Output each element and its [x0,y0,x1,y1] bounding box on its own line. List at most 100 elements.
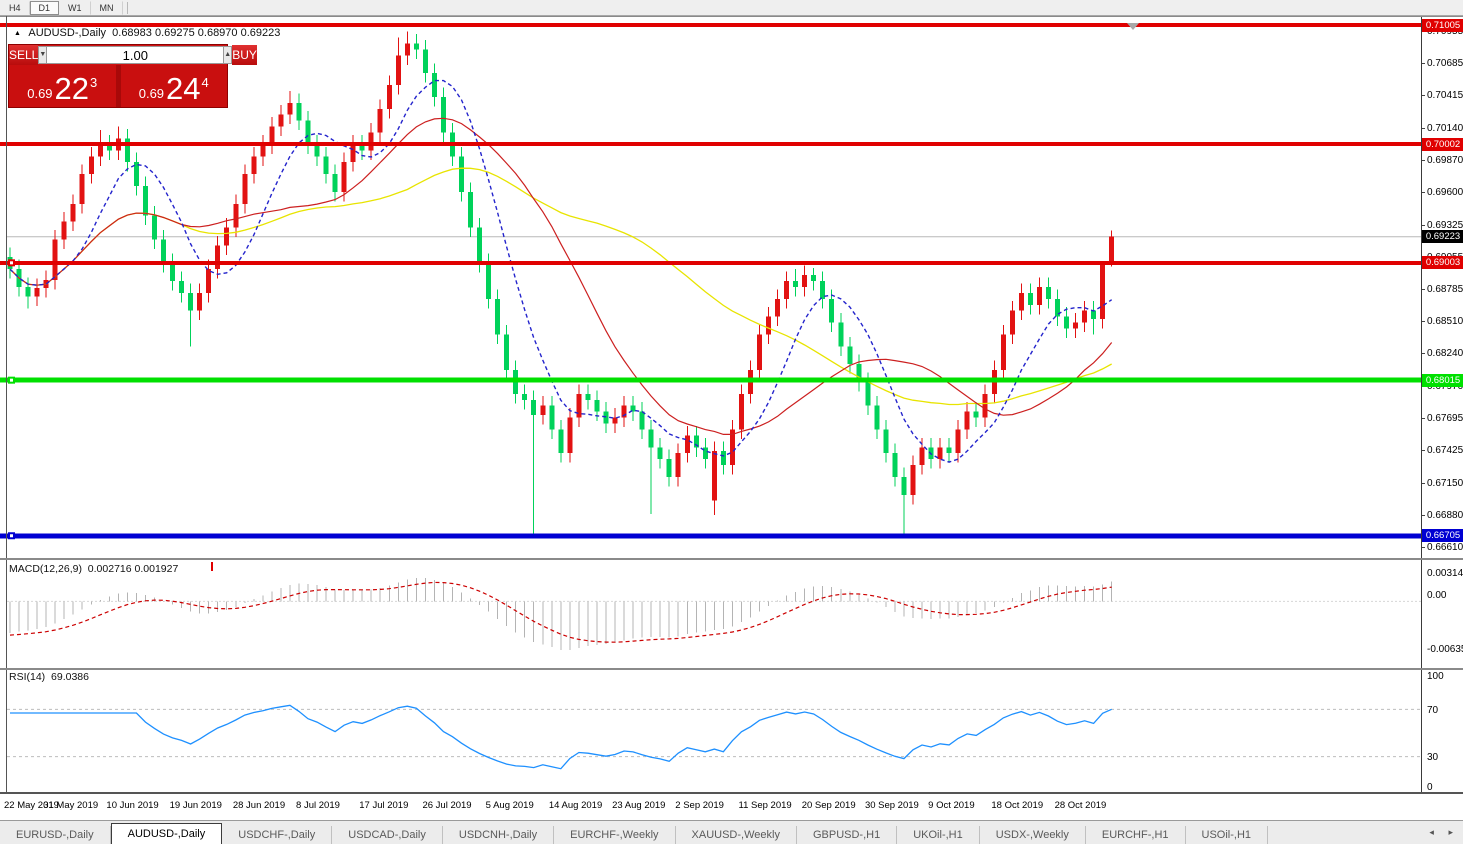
candle-body [756,334,762,371]
buy-price-display[interactable]: 0.69 24 4 [120,65,227,107]
candle-body [1018,292,1024,311]
symbol-tab[interactable]: USDX-,Weekly [980,826,1086,844]
candle-body [142,185,148,216]
candle-body [1073,322,1079,329]
timeframe-button-h4[interactable]: H4 [0,0,30,15]
buy-price-pips: 24 [166,71,201,106]
chart-shift-marker-icon [1127,23,1139,30]
date-label: 30 Sep 2019 [864,800,919,811]
macd-rsi-separator[interactable] [0,668,1463,670]
candle-body [431,73,437,97]
sell-button[interactable]: SELL [9,45,39,65]
price-tick [1422,127,1425,129]
candle-body [684,435,690,454]
candle-body [332,174,338,192]
timeframe-button-d1[interactable]: D1 [29,0,60,15]
macd-label: MACD(12,26,9) 0.002716 0.001927 [9,563,178,575]
candle-body [1109,236,1115,266]
candle-body [639,411,645,430]
date-label: 28 Jun 2019 [232,800,286,811]
symbol-tab[interactable]: USDCAD-,Daily [332,826,443,844]
candle-body [802,275,808,287]
buy-button[interactable]: BUY [232,45,257,65]
candle-body [251,156,257,175]
candle-body [711,450,717,501]
chart-expand-icon[interactable]: ▲ [14,30,21,37]
candle-body [233,203,239,228]
candle-body [206,269,212,293]
price-tick-label: 0.67150 [1427,477,1463,489]
ma-mid-line [9,117,1113,435]
date-label: 28 Oct 2019 [1054,800,1107,811]
date-label: 18 Oct 2019 [991,800,1044,811]
price-badge: 0.69223 [1422,230,1463,244]
trade-panel-price-row: 0.69 22 3 0.69 24 4 [9,65,227,107]
chart-top-border [0,16,1463,17]
date-label: 5 Aug 2019 [485,800,534,811]
symbol-tab[interactable]: UKOil-,H1 [897,826,980,844]
symbol-tab[interactable]: EURUSD-,Daily [0,826,111,844]
candle-body [874,405,880,430]
macd-axis-label: 0.00 [1427,590,1447,601]
candle-body [468,191,474,228]
candle-body [1100,264,1106,320]
candle-body [269,126,275,145]
candle-body [937,447,943,460]
candle-body [982,393,988,418]
sell-price-display[interactable]: 0.69 22 3 [9,65,116,107]
symbol-tab[interactable]: USDCNH-,Daily [443,826,555,844]
tab-scroll-left-icon[interactable]: ◂ [1429,827,1434,837]
tab-scroll-right-icon[interactable]: ▸ [1448,827,1453,837]
candle-body [612,417,618,424]
price-axis[interactable]: 0.709550.706850.704150.701400.698700.696… [1421,16,1463,794]
candle-body [702,447,708,460]
price-tick [1422,482,1425,484]
volume-increase-button[interactable]: ▲ [223,46,233,64]
rsi-axis-label: 0 [1427,782,1433,793]
date-label: 2 Sep 2019 [675,800,724,811]
candle-body [603,411,609,424]
volume-decrease-button[interactable]: ▼ [38,46,48,64]
chart-plot-area[interactable] [0,0,1421,800]
candle-body [892,453,898,477]
timeframe-button-mn[interactable]: MN [91,0,123,15]
price-tick [1422,191,1425,193]
candle-body [323,156,329,175]
price-tick [1422,547,1425,549]
symbol-tab[interactable]: EURCHF-,Weekly [554,826,676,844]
symbol-tab[interactable]: XAUUSD-,Weekly [676,826,797,844]
main-macd-separator[interactable] [0,558,1463,560]
symbol-tab[interactable]: USOil-,H1 [1186,826,1269,844]
candle-body [1027,292,1033,305]
candle-body [585,393,591,400]
price-badge: 0.68015 [1422,373,1463,387]
candle-body [495,298,501,335]
candle-body [224,227,230,246]
candle-body [197,292,203,311]
symbol-tab[interactable]: USDCHF-,Daily [222,826,333,844]
price-divider [115,65,121,107]
candle-body [558,429,564,454]
date-label: 14 Aug 2019 [548,800,603,811]
sell-price-base: 0.69 [27,86,53,101]
price-tick [1422,224,1425,226]
symbol-tab[interactable]: GBPUSD-,H1 [797,826,898,844]
symbol-tab-active[interactable]: AUDUSD-,Daily [110,823,223,844]
candle-body [549,405,555,430]
candle-body [305,120,311,145]
candle-body [729,429,735,466]
candle-body [1054,298,1060,317]
macd-values: 0.002716 0.001927 [87,563,179,575]
timeframe-button-w1[interactable]: W1 [59,0,91,15]
trade-panel-top-row: SELL ▼ ▲ BUY [9,45,257,65]
price-tick-label: 0.69870 [1427,154,1463,166]
volume-input[interactable] [47,46,224,64]
price-tick [1422,95,1425,97]
candle-body [504,334,510,371]
date-axis[interactable]: 22 May 2019 31 May 2019 10 Jun 2019 19 Jun … [0,794,1421,819]
date-label: 19 Jun 2019 [169,800,222,811]
symbol-tab[interactable]: EURCHF-,H1 [1086,826,1186,844]
ma-slow-line [9,167,1112,406]
macd-axis-label: 0.003148 [1427,568,1463,579]
candle-body [404,43,410,56]
